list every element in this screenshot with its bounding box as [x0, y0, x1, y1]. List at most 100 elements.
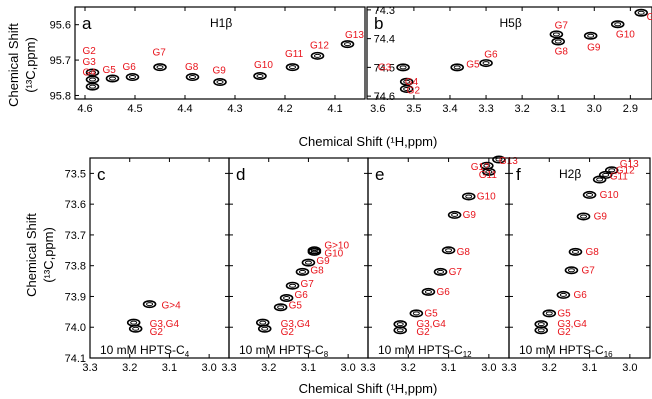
peak-contour-inner: [259, 320, 267, 325]
peak-contour-inner: [403, 86, 411, 91]
peak-label: G2: [416, 327, 430, 338]
peak-contour: [142, 300, 157, 309]
peak-label: G3,G4: [281, 319, 311, 330]
peak-contour-inner: [587, 33, 595, 38]
bottom-ylabel-line1: Chemical Shift: [24, 213, 39, 297]
peak-contour-inner: [289, 65, 296, 70]
peak-label: G13: [620, 159, 639, 170]
peak-contour-inner: [586, 192, 594, 197]
peak-contour: [582, 190, 597, 199]
peak-contour-inner: [559, 292, 567, 297]
peak-label: G6: [123, 62, 137, 73]
peak-contour-inner: [602, 172, 610, 177]
x-tick-label: 4.6: [77, 103, 92, 115]
y-tick-label: 73.8: [65, 261, 86, 273]
peak-contour: [307, 247, 322, 256]
peak-label: G11: [647, 12, 652, 23]
peak-contour: [556, 290, 571, 299]
peak-label: G2: [281, 327, 295, 338]
y-tick-label: 74.3: [374, 5, 395, 17]
top-ylabel-line2: (¹³C,ppm): [23, 37, 38, 93]
peak-label: G13: [345, 30, 364, 41]
y-tick-label: 95.8: [50, 90, 71, 102]
peak-label: G4: [83, 67, 97, 78]
y-tick-label: 95.6: [50, 20, 71, 32]
peak-contour-inner: [445, 248, 453, 253]
peak-contour-inner: [453, 65, 461, 70]
peak-contour-inner: [608, 168, 616, 173]
peak-label: G3: [83, 57, 97, 68]
y-tick-label: 74.4: [374, 34, 395, 46]
x-tick-label: 3.3: [82, 362, 97, 374]
peak-contour: [153, 63, 167, 72]
peak-contour-inner: [146, 302, 154, 307]
x-tick-label: 3.0: [622, 362, 637, 374]
peak-contour-inner: [344, 42, 351, 47]
panel-b: 3.6 3.5 3.4 3.3 3.2 3.1 3.0 2.9 74.3 74.4 74.5 74.6…: [366, 5, 652, 115]
peak-label: G6: [573, 290, 587, 301]
peak-label: G10: [616, 29, 635, 40]
peak-label: G10: [254, 60, 273, 71]
peak-contour: [576, 212, 591, 221]
peak-label: G5: [424, 308, 438, 319]
peak-contour-inner: [289, 283, 297, 288]
x-tick-label: 3.0: [340, 362, 355, 374]
peak-label: G7: [449, 267, 463, 278]
panel-letter: a: [82, 14, 92, 33]
x-tick-label: 3.0: [587, 103, 602, 115]
x-tick-label: 3.2: [122, 362, 137, 374]
peak-contour-inner: [89, 84, 96, 89]
peak-contour: [253, 72, 267, 81]
peak-contour: [610, 20, 625, 29]
y-tick-label: 73.5: [65, 168, 86, 180]
peak-contour-inner: [580, 214, 588, 219]
peak-label: G>4: [161, 301, 181, 312]
peak-label: G12: [616, 165, 635, 176]
panel-footnote: 10 mM HPTS-C12: [378, 343, 472, 359]
peak-contour-inner: [277, 305, 285, 310]
peak-label: G6: [436, 287, 450, 298]
y-tick-label: 95.7: [50, 55, 71, 67]
bottom-xlabel: Chemical Shift (¹H,ppm): [299, 381, 438, 396]
top-xlabel: Chemical Shift (¹H,ppm): [299, 134, 438, 149]
peak-label: G8: [185, 62, 199, 73]
peak-contour-inner: [314, 53, 321, 58]
peak-contour: [128, 324, 143, 333]
x-tick-label: 2.9: [623, 103, 638, 115]
x-tick-label: 3.1: [441, 362, 456, 374]
peak-label: G7: [300, 279, 314, 290]
peak-contour: [185, 73, 200, 82]
peak-label: G9: [594, 211, 608, 222]
x-tick-label: 3.2: [514, 103, 529, 115]
x-tick-label: 3.6: [370, 103, 385, 115]
x-tick-label: 4.4: [177, 103, 192, 115]
peak-contour-inner: [256, 74, 264, 78]
peak-contour: [399, 77, 414, 86]
x-tick-label: 3.1: [582, 362, 597, 374]
x-tick-label: 3.2: [542, 362, 557, 374]
x-tick-label: 4.3: [227, 103, 242, 115]
peak-contour: [213, 78, 227, 87]
y-tick-label: 74.6: [374, 91, 395, 103]
peak-contour: [549, 30, 564, 39]
peak-contour-inner: [637, 10, 645, 15]
peak-label: G8: [555, 47, 569, 58]
x-tick-label: 3.2: [401, 362, 416, 374]
peak-contour-inner: [403, 79, 411, 84]
peak-contour-inner: [571, 249, 579, 254]
peak-label: G5: [557, 308, 571, 319]
peak-contour: [441, 246, 456, 255]
peak-contour-inner: [156, 65, 164, 70]
peak-contour-inner: [596, 177, 604, 182]
peak-contour-inner: [567, 268, 575, 273]
x-tick-label: 3.0: [201, 362, 216, 374]
peak-contour-inner: [485, 169, 493, 174]
panel-letter: d: [236, 165, 245, 184]
peak-contour-inner: [554, 39, 562, 44]
peak-contour: [492, 155, 506, 164]
peak-label: G11: [479, 170, 498, 181]
x-tick-label: 3.3: [221, 362, 236, 374]
panel-title: H5β: [500, 16, 522, 30]
x-tick-label: 3.1: [301, 362, 316, 374]
